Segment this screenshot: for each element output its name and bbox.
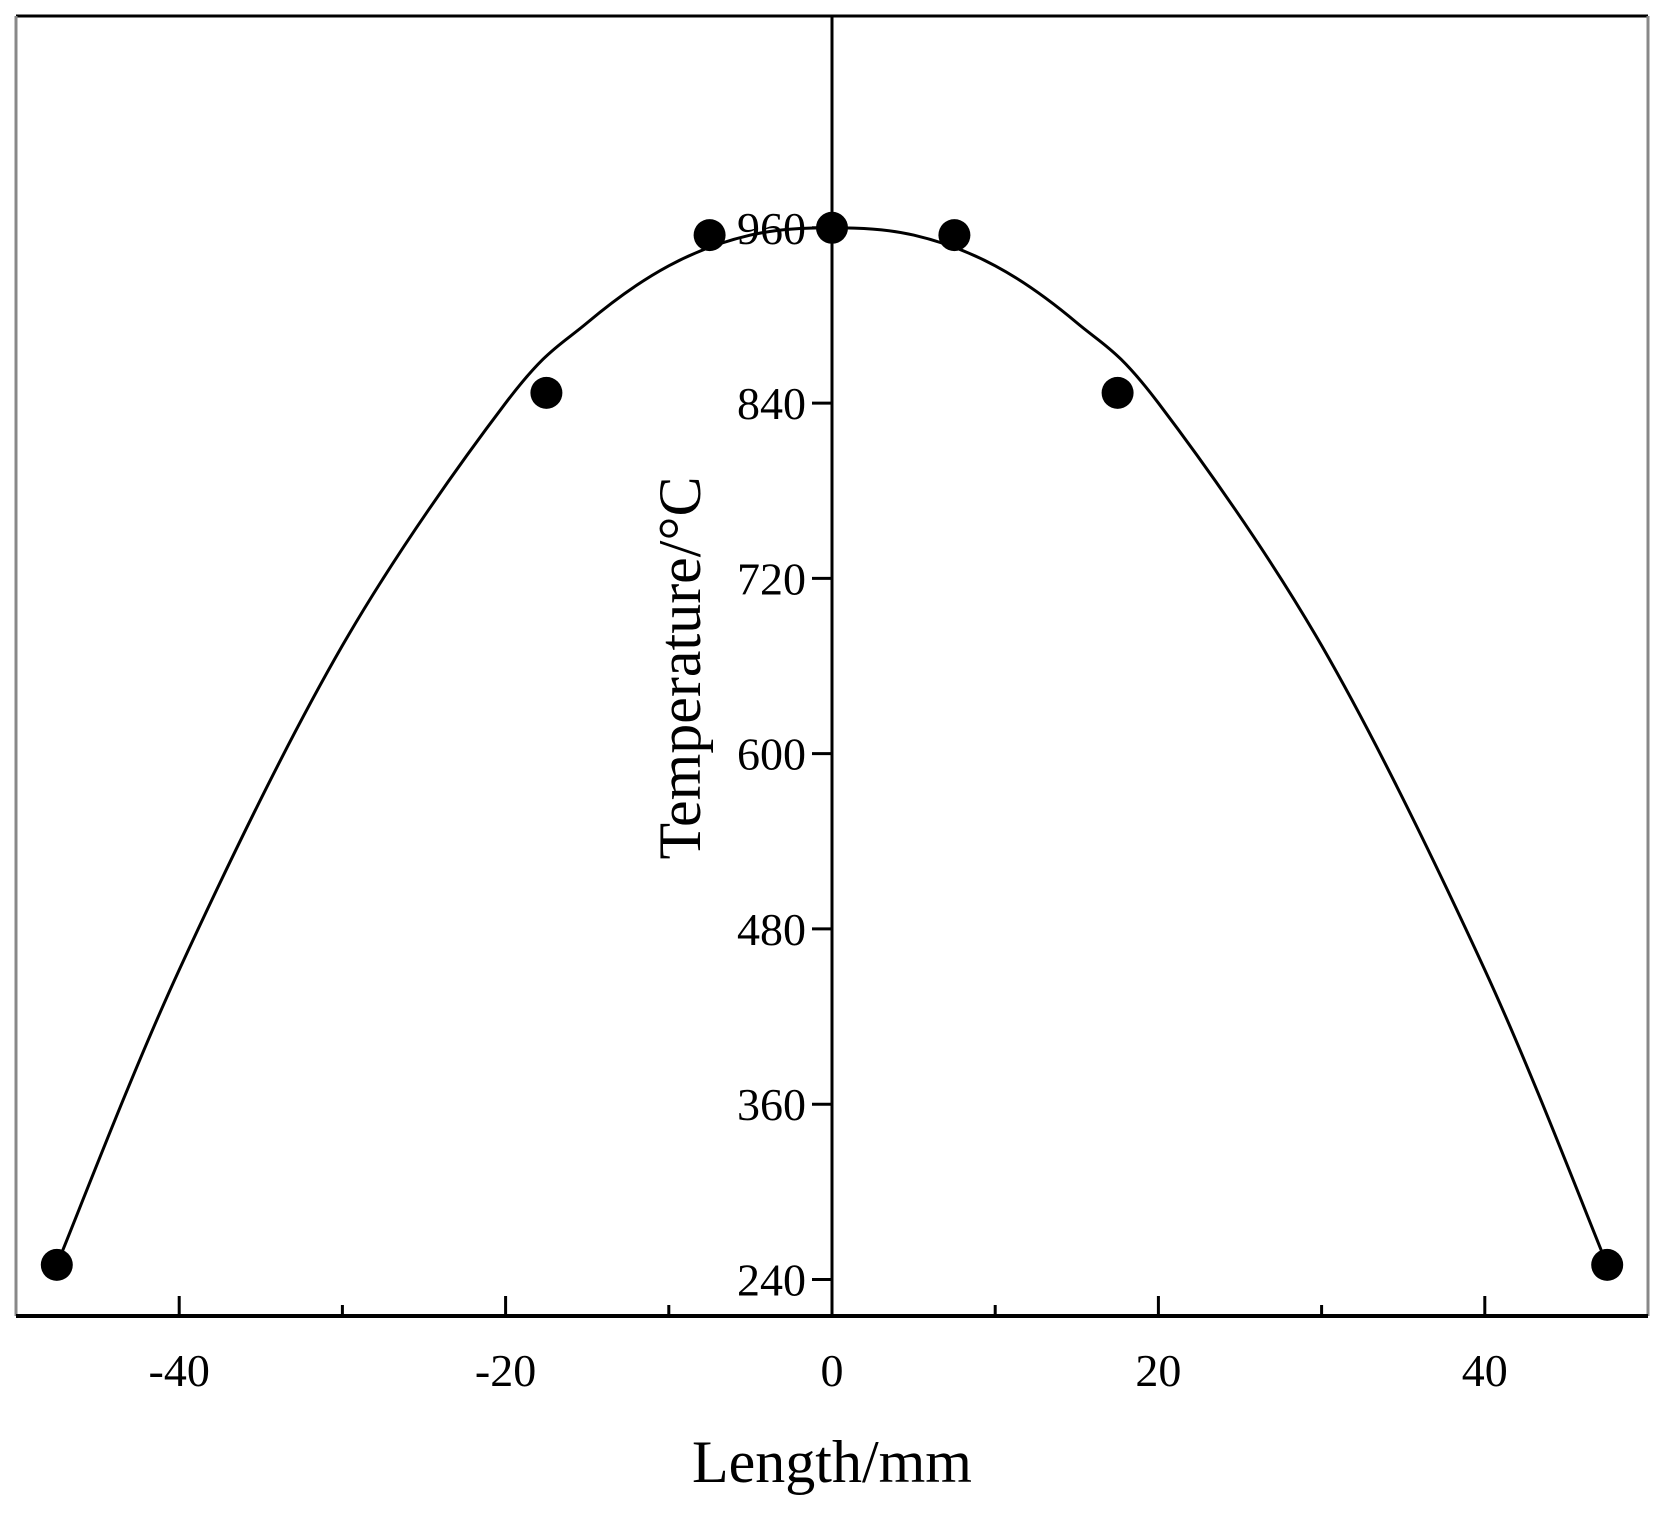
data-points (40, 211, 1624, 1281)
y-tick-label: 600 (737, 729, 806, 780)
y-tick-label: 360 (737, 1079, 806, 1130)
x-tick-label: 40 (1462, 1345, 1508, 1396)
data-point (938, 219, 971, 252)
x-tick-label: -20 (475, 1345, 536, 1396)
y-axis-title: Temperature/°C (647, 477, 713, 860)
data-point (816, 211, 848, 244)
y-tick-label: 840 (737, 378, 806, 429)
y-tick-label: 240 (737, 1254, 806, 1305)
data-point (693, 219, 726, 252)
data-point (530, 376, 563, 409)
data-point (1591, 1248, 1624, 1281)
x-axis-ticks: -40 -20 0 20 40 (149, 1296, 1508, 1396)
data-point (1101, 376, 1134, 409)
data-point (40, 1248, 73, 1281)
x-tick-label: 0 (821, 1345, 844, 1396)
x-tick-label: -40 (149, 1345, 210, 1396)
y-tick-label: 480 (737, 904, 806, 955)
plot-frame (14, 14, 1650, 1318)
x-tick-label: 20 (1135, 1345, 1181, 1396)
y-tick-label: 720 (737, 553, 806, 604)
x-axis-title: Length/mm (692, 1429, 972, 1495)
